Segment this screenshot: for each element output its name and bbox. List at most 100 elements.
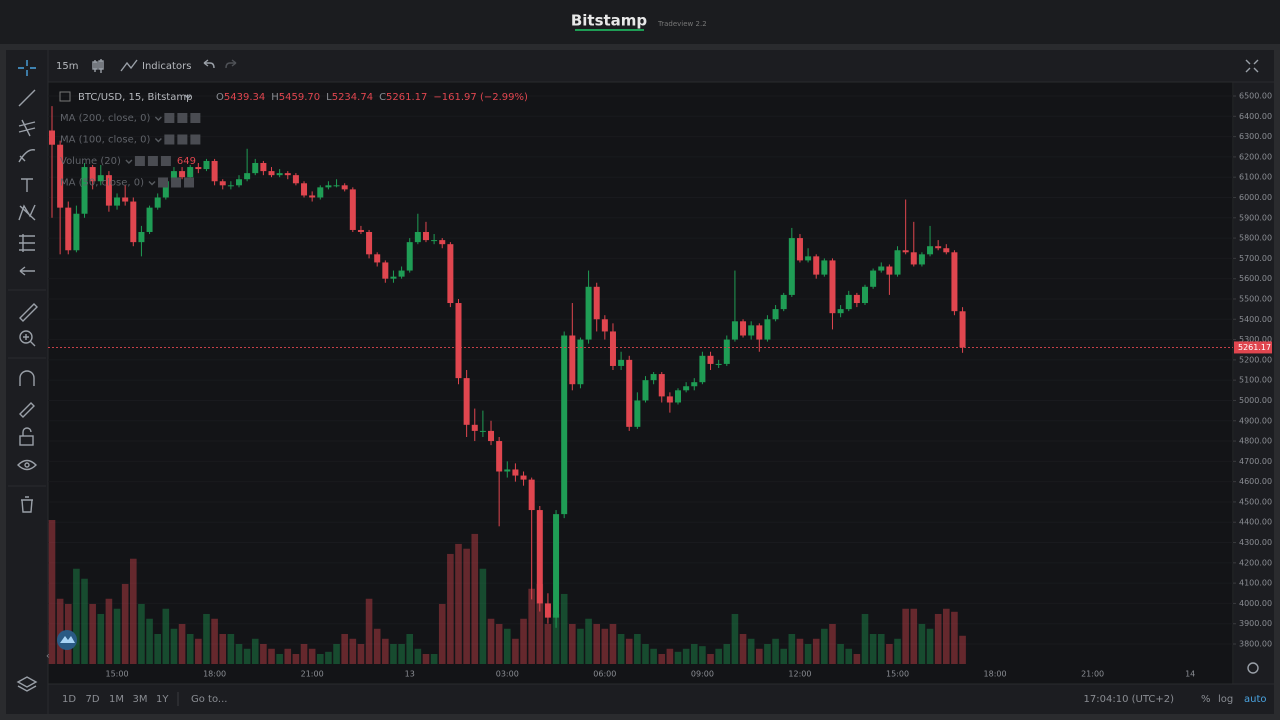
volume-bar [512, 638, 519, 664]
candle-body [463, 378, 470, 425]
volume-bar [121, 583, 129, 664]
range-button[interactable]: 3M [133, 694, 148, 705]
crosshair-tool[interactable] [18, 60, 36, 76]
candle-body [122, 197, 129, 202]
redo[interactable] [225, 59, 237, 69]
candle-body [561, 335, 568, 515]
range-button[interactable]: 1Y [156, 694, 169, 705]
fullscreen[interactable] [1245, 59, 1259, 73]
candle-body [235, 179, 242, 186]
interval[interactable]: 15m [56, 61, 78, 72]
candle-body [414, 231, 421, 243]
zoom-tool[interactable] [19, 330, 36, 347]
candle-body [422, 231, 429, 241]
volume-bar [463, 548, 470, 664]
study-name[interactable]: MA (100, close, 0) [60, 135, 150, 146]
study-remove[interactable] [190, 113, 201, 123]
collapse-arrow[interactable]: ‹ [46, 652, 50, 662]
candle-body [845, 294, 852, 310]
study-caret[interactable] [154, 116, 162, 121]
y-tick-label: 6300.00 [1239, 132, 1272, 141]
lock-tool[interactable] [19, 427, 34, 446]
candle-body [821, 260, 828, 275]
candle-body [943, 248, 950, 253]
study-name[interactable]: MA (50, close, 0) [60, 178, 144, 189]
study-visibility[interactable] [177, 113, 188, 123]
study-settings[interactable] [164, 113, 175, 123]
scale-mode[interactable]: auto [1244, 694, 1267, 705]
settings[interactable] [1247, 662, 1259, 674]
study-settings[interactable] [158, 177, 169, 188]
study-visibility[interactable] [171, 177, 182, 188]
candle-body [138, 231, 145, 243]
candle-body [723, 339, 730, 364]
study-name[interactable]: Volume (20) [60, 156, 121, 167]
volume-bar [674, 651, 682, 664]
volume-bar [829, 623, 836, 664]
visibility-tool[interactable] [17, 459, 37, 471]
study-caret[interactable] [154, 138, 162, 143]
scale-mode[interactable]: % [1201, 694, 1211, 705]
clock: 17:04:10 (UTC+2) [1084, 694, 1175, 705]
study-caret[interactable] [125, 159, 133, 164]
volume-bar [487, 618, 495, 664]
candle-body [357, 229, 364, 232]
candle-body [73, 213, 80, 251]
range-button[interactable]: 1D [62, 694, 76, 705]
symbol-icon [59, 91, 71, 102]
lock-drawing-tool[interactable] [19, 402, 35, 418]
study-name[interactable]: MA (200, close, 0) [60, 113, 150, 124]
study-remove[interactable] [190, 134, 201, 145]
indicators-button[interactable]: Indicators [142, 61, 191, 72]
study-caret[interactable] [148, 181, 156, 186]
candle-body [918, 254, 925, 265]
indicators-icon[interactable] [120, 59, 138, 72]
delete-tool[interactable] [21, 496, 33, 513]
brush-tool[interactable] [18, 149, 36, 163]
candle-body [862, 286, 868, 304]
back-tool[interactable] [19, 266, 35, 276]
text-tool[interactable] [21, 178, 33, 192]
candle-body [805, 256, 812, 261]
volume-bar [325, 651, 332, 664]
candle-body [341, 185, 348, 190]
footer: 1D 7D 1M 3M 1Y% log auto [62, 694, 1267, 705]
symbol[interactable]: BTC/USD, 15, Bitstamp [78, 92, 192, 103]
volume-bar [146, 618, 153, 664]
study-settings[interactable] [164, 134, 175, 145]
range-button[interactable]: 7D [86, 694, 100, 705]
study-remove[interactable] [184, 177, 195, 188]
fib-tool[interactable] [18, 119, 36, 137]
undo[interactable] [203, 59, 215, 69]
candle-body [642, 380, 649, 401]
candle-body [162, 181, 169, 198]
projection-tool[interactable] [19, 234, 35, 252]
range-button[interactable]: 1M [109, 694, 124, 705]
trend-line-tool[interactable] [18, 89, 36, 107]
volume-bar [886, 643, 893, 664]
x-tick-label: 06:00 [593, 670, 616, 679]
ohlc-value: 5261.17 [386, 92, 427, 103]
layers[interactable] [16, 676, 38, 692]
ruler-tool[interactable] [19, 303, 38, 322]
study-remove[interactable] [160, 156, 171, 166]
study-visibility[interactable] [147, 156, 158, 166]
goto[interactable]: Go to... [191, 694, 227, 705]
study-visibility[interactable] [177, 134, 188, 145]
volume-bar [219, 633, 227, 664]
volume-bar [617, 633, 625, 664]
y-tick-label: 4900.00 [1239, 416, 1272, 425]
symbol-caret[interactable] [184, 94, 192, 99]
magnet-tool[interactable] [19, 370, 35, 386]
study-settings[interactable] [134, 156, 145, 166]
candle-body [780, 294, 787, 310]
volume-bar [203, 613, 210, 664]
y-tick-label: 5300.00 [1239, 335, 1272, 344]
scale-mode[interactable]: log [1218, 694, 1233, 705]
pattern-tool[interactable] [18, 204, 36, 221]
volume-bar [365, 598, 373, 664]
chart-type-icon[interactable] [92, 59, 104, 73]
volume-bar [796, 638, 804, 664]
candle-body [496, 441, 503, 472]
studies: MA (200, close, 0) MA (100, close, 0) Volu… [60, 113, 201, 189]
